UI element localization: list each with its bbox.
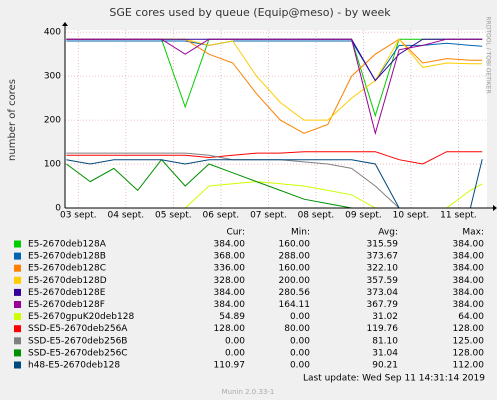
legend-stat: 357.59 xyxy=(367,276,399,286)
legend-stat: 384.00 xyxy=(214,240,246,250)
legend-stat: 384.00 xyxy=(453,300,485,310)
legend-stat: 64.00 xyxy=(458,312,484,322)
legend-stat: 31.02 xyxy=(372,312,398,322)
legend-stat: 336.00 xyxy=(214,264,246,274)
legend-swatch xyxy=(14,252,21,260)
legend-stat: 384.00 xyxy=(453,276,485,286)
legend-stat: 0.00 xyxy=(290,336,310,346)
x-tick-label: 11 sept. xyxy=(440,211,477,221)
x-tick-label: 05 sept. xyxy=(155,211,192,221)
legend-label: SSD-E5-2670deb256C xyxy=(28,348,128,358)
legend-stat: 128.00 xyxy=(453,348,485,358)
legend-stat: 322.10 xyxy=(367,264,399,274)
x-tick-label: 10 sept. xyxy=(393,211,430,221)
series-line xyxy=(66,38,483,136)
legend-stat: 384.00 xyxy=(453,264,485,274)
y-tick-label: 0 xyxy=(55,204,61,214)
footer: Munin 2.0.33-1 xyxy=(222,388,275,396)
y-axis-label: number of cores xyxy=(7,79,18,161)
legend-label: SSD-E5-2670deb256B xyxy=(28,336,127,346)
legend-stat: 384.00 xyxy=(453,252,485,262)
legend-stat: 368.00 xyxy=(214,252,246,262)
y-tick-label: 300 xyxy=(44,72,61,82)
legend-stat: 0.00 xyxy=(290,361,310,371)
legend-stat: 288.00 xyxy=(279,252,311,262)
legend-stat: 384.00 xyxy=(453,240,485,250)
stat-header: Max: xyxy=(462,228,484,238)
x-tick-label: 07 sept. xyxy=(250,211,287,221)
y-tick-label: 200 xyxy=(44,116,61,126)
legend-swatch xyxy=(14,301,21,308)
legend-stat: 128.00 xyxy=(453,324,485,334)
legend-stat: 328.00 xyxy=(214,276,246,286)
y-tick-label: 100 xyxy=(44,160,61,170)
chart-title: SGE cores used by queue (Equip@meso) - b… xyxy=(109,6,391,19)
legend-label: E5-2670deb128B xyxy=(28,252,106,262)
legend-stat: 54.89 xyxy=(219,312,245,322)
legend-stat: 384.00 xyxy=(453,288,485,298)
series-line xyxy=(66,151,483,165)
legend-label: E5-2670deb128C xyxy=(28,264,106,274)
legend-stat: 367.79 xyxy=(367,300,399,310)
legend-stat: 315.59 xyxy=(367,240,399,250)
legend-label: E5-2670deb128D xyxy=(28,276,107,286)
legend-label: E5-2670deb128E xyxy=(28,288,106,298)
x-tick-label: 08 sept. xyxy=(298,211,335,221)
legend-swatch xyxy=(14,276,21,284)
legend-stat: 119.76 xyxy=(367,324,399,334)
legend-stat: 90.21 xyxy=(372,361,398,371)
legend-swatch xyxy=(14,264,21,272)
legend-stat: 125.00 xyxy=(453,336,485,346)
legend-stat: 80.00 xyxy=(284,324,310,334)
legend-stat: 128.00 xyxy=(214,324,246,334)
legend-label: E5-2670deb128A xyxy=(28,240,107,250)
legend-stat: 0.00 xyxy=(225,348,245,358)
legend-swatch xyxy=(14,325,21,333)
x-tick-label: 09 sept. xyxy=(345,211,382,221)
legend-stat: 373.67 xyxy=(367,252,399,262)
x-tick-label: 04 sept. xyxy=(108,211,145,221)
legend-stat: 81.10 xyxy=(372,336,398,346)
legend-stat: 164.11 xyxy=(279,300,311,310)
stat-header: Avg: xyxy=(378,228,398,238)
legend-swatch xyxy=(14,337,21,345)
legend-swatch xyxy=(14,361,21,369)
stat-header: Min: xyxy=(291,228,310,238)
stat-header: Cur: xyxy=(226,228,245,238)
legend-stat: 384.00 xyxy=(214,300,246,310)
legend-stat: 112.00 xyxy=(453,361,485,371)
side-text: RRDTOOL / TOBI OETIKER xyxy=(485,16,492,93)
legend-stat: 160.00 xyxy=(279,264,311,274)
legend-stat: 0.00 xyxy=(225,336,245,346)
legend-swatch xyxy=(14,288,21,296)
legend-label: E5-2670gpuK20deb128 xyxy=(28,312,134,322)
legend-stat: 0.00 xyxy=(290,348,310,358)
legend-stat: 110.97 xyxy=(214,361,246,371)
legend-stat: 384.00 xyxy=(214,288,246,298)
legend-swatch xyxy=(14,313,21,321)
legend-label: SSD-E5-2670deb256A xyxy=(28,324,128,334)
legend-stat: 160.00 xyxy=(279,240,311,250)
legend-stat: 280.56 xyxy=(279,288,311,298)
y-tick-label: 400 xyxy=(44,28,61,38)
legend-label: E5-2670deb128F xyxy=(28,300,105,310)
legend-stat: 373.04 xyxy=(367,288,399,298)
legend-swatch xyxy=(14,240,21,248)
legend-stat: 0.00 xyxy=(290,312,310,322)
legend-stat: 31.04 xyxy=(372,348,398,358)
legend-swatch xyxy=(14,349,21,357)
x-tick-label: 06 sept. xyxy=(203,211,240,221)
legend-stat: 200.00 xyxy=(279,276,311,286)
last-update: Last update: Wed Sep 11 14:31:14 2019 xyxy=(303,374,485,384)
x-tick-label: 03 sept. xyxy=(60,211,97,221)
legend-label: h48-E5-2670deb128 xyxy=(28,361,120,371)
